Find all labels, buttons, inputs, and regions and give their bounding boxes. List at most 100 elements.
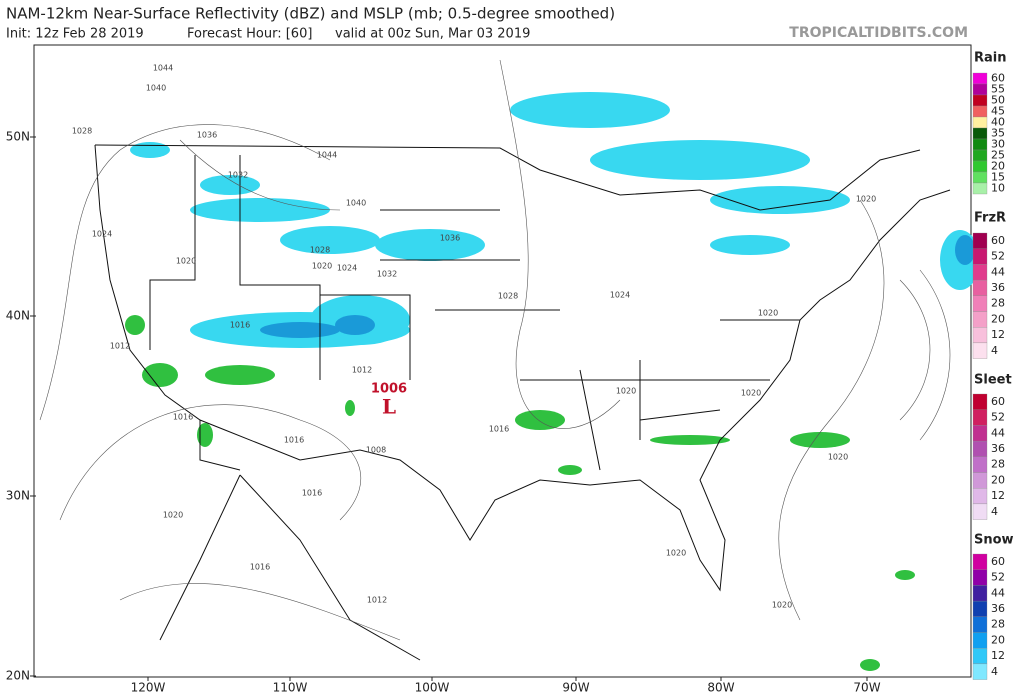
isobar-label: 1020 [741, 389, 761, 398]
legend-label: 28 [991, 297, 1005, 310]
legend-title: Snow [974, 533, 1014, 548]
legend-swatch [972, 393, 988, 410]
legend-swatch [972, 127, 988, 140]
isobar-label: 1012 [110, 342, 130, 351]
map-area [39, 59, 980, 671]
legend-label: 50 [991, 94, 1005, 107]
legend-label: 44 [991, 586, 1005, 599]
legend-swatch [972, 663, 988, 680]
lat-label: 40N [6, 309, 30, 323]
isobar-label: 1032 [228, 171, 248, 180]
isobar-label: 1016 [250, 563, 270, 572]
legend-label: 36 [991, 602, 1005, 615]
isobar-label: 1016 [284, 436, 304, 445]
lon-label: 80W [707, 681, 734, 695]
legend-label: 60 [991, 555, 1005, 568]
isobar-label: 1012 [352, 366, 372, 375]
legend-label: 60 [991, 395, 1005, 408]
legend-label: 55 [991, 83, 1005, 96]
title: NAM-12km Near-Surface Reflectivity (dBZ)… [6, 5, 615, 23]
isobar-label: 1020 [828, 453, 848, 462]
lon-label: 70W [853, 681, 880, 695]
lat-label: 30N [6, 489, 30, 503]
subtitle: Init: 12z Feb 28 2019 [6, 27, 144, 42]
isobar-label: 1044 [153, 64, 173, 73]
legend-swatch [972, 116, 988, 129]
legend-label: 20 [991, 160, 1005, 173]
isobar-label: 1016 [230, 321, 250, 330]
isobar-label: 1020 [666, 549, 686, 558]
legend-swatch [972, 440, 988, 457]
lon-label: 120W [131, 681, 166, 695]
boundaries [94, 144, 951, 661]
legend-swatch [972, 616, 988, 633]
lon-label: 110W [273, 681, 308, 695]
legend-swatch [972, 569, 988, 586]
isobar-label: 1020 [163, 511, 183, 520]
isobar-label: 1020 [616, 387, 636, 396]
legend-label: 44 [991, 265, 1005, 278]
isobar-label: 1020 [312, 262, 332, 271]
subtitle: Forecast Hour: [60] [187, 27, 312, 42]
legend-swatch [972, 425, 988, 442]
isobars [39, 59, 951, 641]
legend-swatch [972, 248, 988, 265]
legend-swatch [972, 94, 988, 107]
legend-label: 4 [991, 665, 998, 678]
legend-label: 15 [991, 171, 1005, 184]
legend-swatch [972, 279, 988, 296]
legend-swatch [972, 600, 988, 617]
isobar-label: 1008 [366, 446, 386, 455]
legend-swatch [972, 264, 988, 281]
legend-label: 35 [991, 127, 1005, 140]
legend-swatch [972, 232, 988, 249]
legend-swatch [972, 83, 988, 96]
legend-swatch [972, 553, 988, 570]
legend-swatch [972, 456, 988, 473]
isobar-label: 1040 [146, 84, 166, 93]
legend-label: 20 [991, 633, 1005, 646]
legend-label: 44 [991, 426, 1005, 439]
legend-swatch [972, 503, 988, 520]
legend-label: 20 [991, 312, 1005, 325]
legend-label: 28 [991, 618, 1005, 631]
legend-swatch [972, 585, 988, 602]
legend-swatch [972, 72, 988, 85]
legend-swatch [972, 632, 988, 649]
legend-label: 40 [991, 116, 1005, 129]
legend-swatch [972, 160, 988, 173]
rain-echoes [125, 315, 915, 671]
legend-swatch [972, 295, 988, 312]
legend-label: 60 [991, 234, 1005, 247]
isobar-label: 1024 [92, 230, 112, 239]
legend-title: Rain [974, 51, 1007, 66]
legend-swatch [972, 327, 988, 344]
isobar-label: 1020 [856, 195, 876, 204]
low-pressure-value: 1006 [371, 382, 407, 397]
isobar-label: 1036 [197, 131, 217, 140]
legend-swatch [972, 149, 988, 162]
legend-label: 52 [991, 250, 1005, 263]
isobar-label: 1036 [440, 234, 460, 243]
isobar-label: 1032 [377, 270, 397, 279]
legend-label: 12 [991, 328, 1005, 341]
legend-swatch [972, 182, 988, 195]
legend-label: 20 [991, 473, 1005, 486]
lat-label: 20N [6, 669, 30, 683]
legend-swatch [972, 342, 988, 359]
isobar-label: 1024 [610, 291, 630, 300]
legend-swatch [972, 472, 988, 489]
isobar-label: 1012 [367, 596, 387, 605]
subtitle: valid at 00z Sun, Mar 03 2019 [335, 27, 530, 42]
legend-label: 28 [991, 458, 1005, 471]
legend-label: 45 [991, 105, 1005, 118]
legend-swatch [972, 409, 988, 426]
legend-title: FrzR [974, 211, 1006, 226]
legend-title: Sleet [974, 373, 1012, 388]
legend-label: 36 [991, 281, 1005, 294]
low-symbol: L [382, 395, 396, 419]
map-frame [33, 44, 972, 678]
legend-label: 25 [991, 149, 1005, 162]
